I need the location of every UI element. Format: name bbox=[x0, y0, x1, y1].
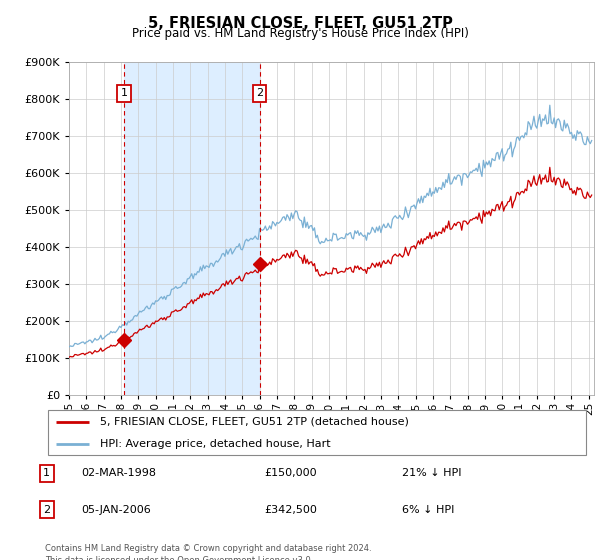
FancyBboxPatch shape bbox=[48, 410, 586, 455]
Text: £342,500: £342,500 bbox=[264, 505, 317, 515]
Text: 6% ↓ HPI: 6% ↓ HPI bbox=[402, 505, 454, 515]
Text: 02-MAR-1998: 02-MAR-1998 bbox=[81, 468, 156, 478]
Text: £150,000: £150,000 bbox=[264, 468, 317, 478]
Text: 21% ↓ HPI: 21% ↓ HPI bbox=[402, 468, 461, 478]
Text: 2: 2 bbox=[43, 505, 50, 515]
Text: 5, FRIESIAN CLOSE, FLEET, GU51 2TP (detached house): 5, FRIESIAN CLOSE, FLEET, GU51 2TP (deta… bbox=[100, 417, 409, 427]
Text: 1: 1 bbox=[43, 468, 50, 478]
Text: 5, FRIESIAN CLOSE, FLEET, GU51 2TP: 5, FRIESIAN CLOSE, FLEET, GU51 2TP bbox=[148, 16, 452, 31]
Text: Contains HM Land Registry data © Crown copyright and database right 2024.
This d: Contains HM Land Registry data © Crown c… bbox=[45, 544, 371, 560]
Text: 2: 2 bbox=[256, 88, 263, 98]
Bar bbox=[124, 62, 260, 395]
Text: HPI: Average price, detached house, Hart: HPI: Average price, detached house, Hart bbox=[100, 438, 330, 449]
Text: 1: 1 bbox=[121, 88, 127, 98]
Text: Price paid vs. HM Land Registry's House Price Index (HPI): Price paid vs. HM Land Registry's House … bbox=[131, 27, 469, 40]
Text: 05-JAN-2006: 05-JAN-2006 bbox=[81, 505, 151, 515]
